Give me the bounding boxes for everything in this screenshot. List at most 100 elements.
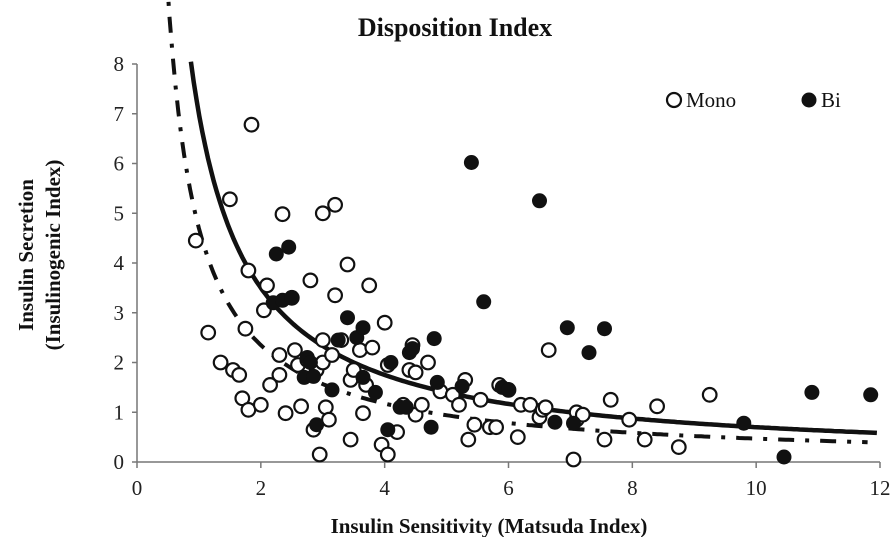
mono-point <box>302 272 319 289</box>
legend: Mono Bi <box>665 88 841 112</box>
mono-point <box>621 411 638 428</box>
mono-point <box>259 277 275 294</box>
mono-point <box>187 232 204 249</box>
y-tick-label: 3 <box>114 301 125 325</box>
mono-point <box>240 262 257 279</box>
bi-point <box>309 417 325 433</box>
bi-point <box>284 290 300 306</box>
bi-point <box>281 239 297 255</box>
mono-point <box>701 386 718 403</box>
bi-point <box>547 414 563 430</box>
y-tick-label: 2 <box>114 351 125 375</box>
y-tick-label: 8 <box>114 52 125 76</box>
bi-point <box>454 378 470 394</box>
x-tick-label: 2 <box>256 476 267 500</box>
bi-point <box>383 355 399 370</box>
mono-point <box>352 342 368 359</box>
x-tick-label: 6 <box>503 476 514 500</box>
bi-point <box>532 193 547 209</box>
mono-point <box>596 431 613 448</box>
mono-point <box>327 287 344 304</box>
bi-point <box>302 355 318 370</box>
legend-bi-marker <box>801 92 817 108</box>
mono-point <box>472 391 489 408</box>
bi-point <box>501 382 516 398</box>
x-tick-label: 8 <box>627 476 638 500</box>
y-axis-label-line2: (Insulinogenic Index) <box>41 160 65 351</box>
mono-point <box>376 314 393 331</box>
x-tick-label: 4 <box>379 476 390 500</box>
y-tick-label: 4 <box>114 251 125 275</box>
mono-point <box>407 364 424 381</box>
mono-point <box>574 406 591 423</box>
mono-point <box>274 206 291 223</box>
mono-point <box>649 398 665 415</box>
x-tick-label: 0 <box>132 476 143 500</box>
y-tick-label: 5 <box>114 201 125 225</box>
mono-point <box>324 347 340 363</box>
y-axis-label-group: Insulin Secretion (Insulinogenic Index) <box>14 160 65 351</box>
mono-point <box>243 116 260 133</box>
mono-point <box>565 451 582 468</box>
mono-point <box>602 391 619 408</box>
bi-point <box>776 449 792 465</box>
bi-point <box>463 155 479 170</box>
mono-point <box>237 320 254 337</box>
mono-point <box>364 339 381 356</box>
x-tick-label: 12 <box>870 476 891 500</box>
bi-point <box>581 345 597 361</box>
legend-bi-label: Bi <box>821 88 841 112</box>
mono-point <box>287 342 303 359</box>
y-tick-label: 1 <box>114 400 125 424</box>
x-tick-label: 10 <box>746 476 767 500</box>
mono-point <box>311 446 328 463</box>
mono-point <box>460 431 477 448</box>
legend-mono-marker <box>665 91 683 109</box>
mono-point <box>379 446 396 463</box>
x-axis-label: Insulin Sensitivity (Matsuda Index) <box>331 514 648 537</box>
bi-point <box>330 332 346 348</box>
mono-point <box>339 256 356 273</box>
bi-point <box>566 415 581 431</box>
bi-point <box>355 320 371 336</box>
mono-point <box>212 354 229 371</box>
mono-point <box>636 431 653 448</box>
mono-point <box>321 411 337 428</box>
mono-point <box>327 196 344 213</box>
mono-point <box>342 431 359 448</box>
bi-point <box>476 294 492 310</box>
bi-point <box>426 331 442 347</box>
y-tick-label: 7 <box>114 102 125 126</box>
legend-mono-label: Mono <box>686 88 736 112</box>
mono-point <box>314 205 331 222</box>
bi-point <box>324 382 340 398</box>
mono-point <box>355 405 371 422</box>
mono-point <box>293 398 310 415</box>
mono-point <box>262 377 279 393</box>
bi-point <box>736 415 752 431</box>
bi-point <box>268 246 284 262</box>
chart-title: Disposition Index <box>358 13 552 42</box>
bi-point <box>355 369 371 385</box>
bi-point <box>367 384 383 400</box>
mono-point <box>537 399 554 416</box>
bi-point <box>597 321 612 337</box>
bi-point <box>405 341 420 357</box>
y-tick-label: 0 <box>114 450 125 474</box>
bi-point <box>380 422 396 438</box>
bi-point <box>423 419 439 435</box>
bi-point <box>863 387 879 403</box>
bi-point <box>398 399 414 415</box>
mono-point <box>670 439 687 456</box>
mono-point <box>231 367 248 383</box>
bi-point <box>429 374 445 390</box>
mono-point <box>200 324 217 341</box>
bi-point <box>559 320 575 336</box>
mono-point <box>420 354 436 371</box>
y-tick-label: 6 <box>114 152 125 176</box>
mono-point <box>413 396 430 413</box>
mono-point <box>314 332 331 349</box>
